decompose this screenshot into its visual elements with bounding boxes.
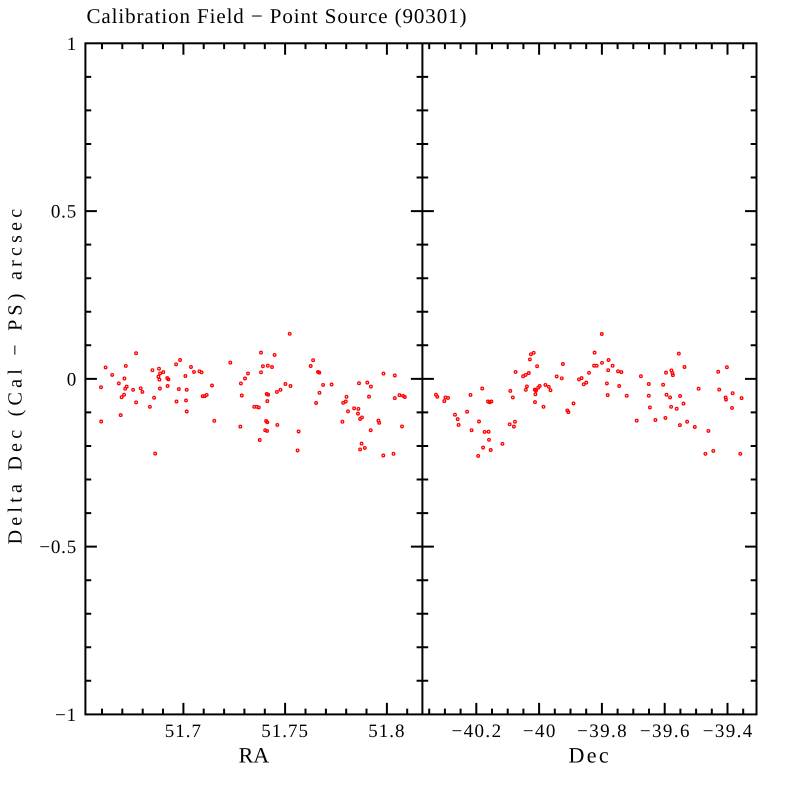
svg-text:−39.4: −39.4 <box>703 721 754 742</box>
svg-text:−1: −1 <box>55 705 77 726</box>
svg-text:51.7: 51.7 <box>165 721 202 742</box>
svg-text:−40: −40 <box>523 721 557 742</box>
svg-text:Dec: Dec <box>568 743 611 768</box>
svg-text:51.8: 51.8 <box>368 721 405 742</box>
svg-text:0: 0 <box>67 370 77 391</box>
svg-text:Delta Dec (Cal − PS) arcsec: Delta Dec (Cal − PS) arcsec <box>4 205 26 545</box>
svg-text:−39.6: −39.6 <box>640 721 691 742</box>
svg-text:1: 1 <box>67 34 77 55</box>
svg-text:−0.5: −0.5 <box>39 537 77 558</box>
svg-text:51.75: 51.75 <box>261 721 309 742</box>
svg-text:0.5: 0.5 <box>51 202 77 223</box>
svg-text:−40.2: −40.2 <box>452 721 503 742</box>
svg-text:Calibration Field − Point Sour: Calibration Field − Point Source (90301) <box>87 4 468 28</box>
svg-text:−39.8: −39.8 <box>577 721 628 742</box>
svg-text:RA: RA <box>239 743 270 768</box>
